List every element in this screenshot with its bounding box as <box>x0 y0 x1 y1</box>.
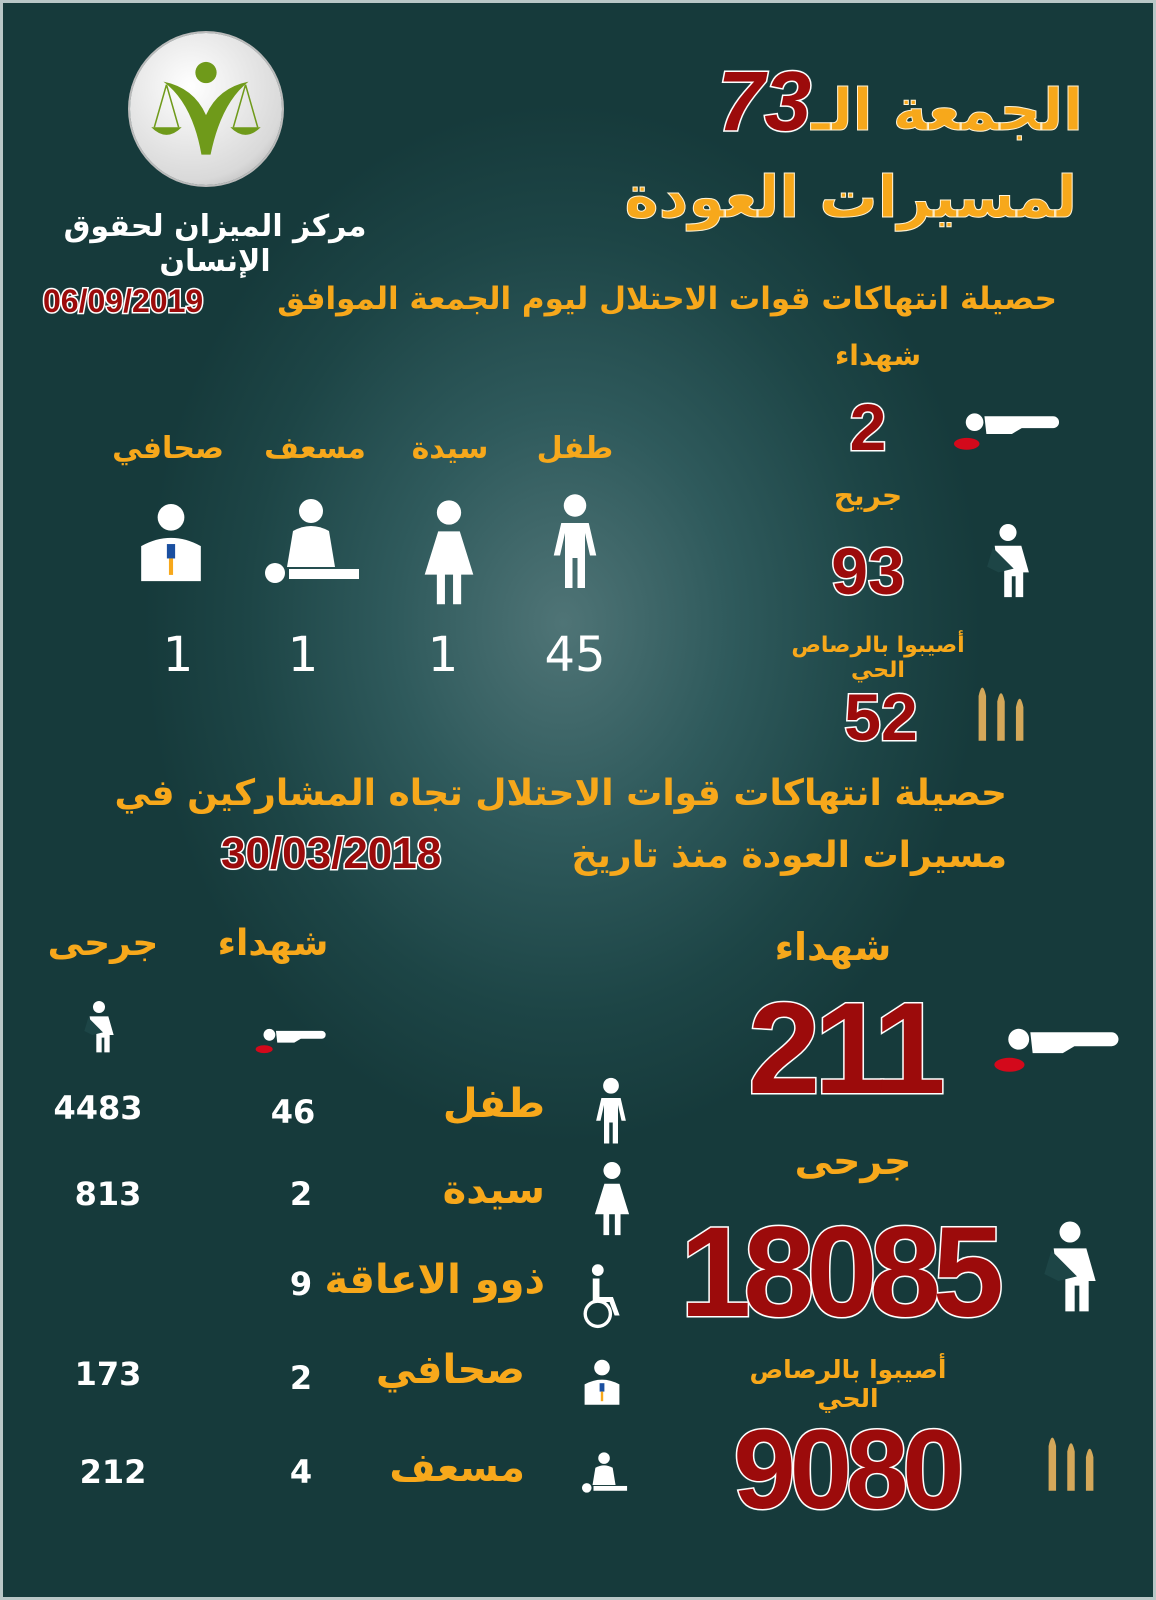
category-woman-value: 1 <box>427 627 459 683</box>
lying-person-icon <box>953 408 1061 458</box>
day-live-fire-label: أصيبوا بالرصاص الحي <box>791 633 965 683</box>
total-injured-value: 18085 <box>679 1200 1006 1346</box>
row-injured: 173 <box>74 1355 142 1393</box>
category-child-label: طفل <box>536 431 614 466</box>
total-live-fire-value: 9080 <box>732 1406 966 1534</box>
journalist-icon <box>581 1355 623 1409</box>
row-injured: 4483 <box>53 1089 143 1127</box>
title-number: 73 <box>716 53 812 150</box>
day-live-fire-value: 52 <box>843 679 919 756</box>
row-label: مسعف <box>389 1445 525 1491</box>
total-heading-line1: حصيلة انتهاكات قوات الاحتلال تجاه المشار… <box>114 773 1007 814</box>
row-martyrs: 4 <box>289 1453 313 1491</box>
bullets-icon <box>973 675 1029 745</box>
wheelchair-icon <box>581 1259 623 1335</box>
row-label: سيدة <box>442 1167 545 1213</box>
row-label: طفل <box>442 1081 545 1127</box>
paramedic-icon <box>263 497 363 587</box>
total-martyrs-label: شهداء <box>774 925 892 969</box>
category-woman-label: سيدة <box>411 431 489 466</box>
category-journalist-label: صحافي <box>112 431 224 466</box>
row-label: صحافي <box>375 1347 525 1393</box>
category-paramedic-value: 1 <box>287 627 319 683</box>
day-injured-label: جريح <box>833 479 903 512</box>
injured-person-icon <box>1035 1209 1105 1325</box>
day-date: 06/09/2019 <box>41 282 204 321</box>
table-header-injured: جرحى <box>47 923 159 964</box>
row-martyrs: 46 <box>270 1093 316 1131</box>
total-heading-line2: مسيرات العودة منذ تاريخ <box>571 835 1007 876</box>
journalist-icon <box>135 497 207 587</box>
row-martyrs: 2 <box>289 1175 313 1213</box>
day-martyrs-label: شهداء <box>834 339 922 372</box>
day-injured-value: 93 <box>830 533 906 610</box>
category-child-value: 45 <box>544 627 606 683</box>
logo <box>130 33 282 185</box>
lying-person-icon <box>993 1023 1121 1081</box>
row-label: ذوو الاعاقة <box>324 1257 545 1303</box>
page-subtitle: لمسيرات العودة <box>624 163 1078 232</box>
page-title: الجمعة الـ73 <box>716 53 1084 150</box>
row-injured: 813 <box>74 1175 142 1213</box>
woman-icon <box>421 499 477 607</box>
organization-name: مركز الميزان لحقوق الإنسان <box>63 209 367 279</box>
day-martyrs-value: 2 <box>848 389 888 466</box>
injured-person-icon <box>978 523 1038 599</box>
row-martyrs: 9 <box>289 1265 313 1303</box>
lying-person-icon <box>255 1025 327 1059</box>
child-icon <box>593 1077 629 1147</box>
table-header-martyrs: شهداء <box>217 923 329 964</box>
scales-of-justice-icon <box>151 61 261 155</box>
bullets-icon <box>1043 1425 1099 1495</box>
total-live-fire-label: أصيبوا بالرصاص الحي <box>749 1355 947 1413</box>
category-paramedic-label: مسعف <box>264 431 366 466</box>
total-date: 30/03/2018 <box>219 828 442 880</box>
total-martyrs-value: 211 <box>747 974 948 1123</box>
category-journalist-value: 1 <box>162 627 194 683</box>
paramedic-icon <box>581 1451 629 1495</box>
injured-person-icon <box>79 995 119 1059</box>
row-injured: 212 <box>79 1453 147 1491</box>
total-injured-label: جرحى <box>794 1139 912 1183</box>
day-heading: حصيلة انتهاكات قوات الاحتلال ليوم الجمعة… <box>277 281 1057 317</box>
row-martyrs: 2 <box>289 1359 313 1397</box>
woman-icon <box>593 1161 631 1237</box>
child-icon <box>548 493 602 593</box>
title-prefix: الجمعة الـ <box>811 76 1084 145</box>
